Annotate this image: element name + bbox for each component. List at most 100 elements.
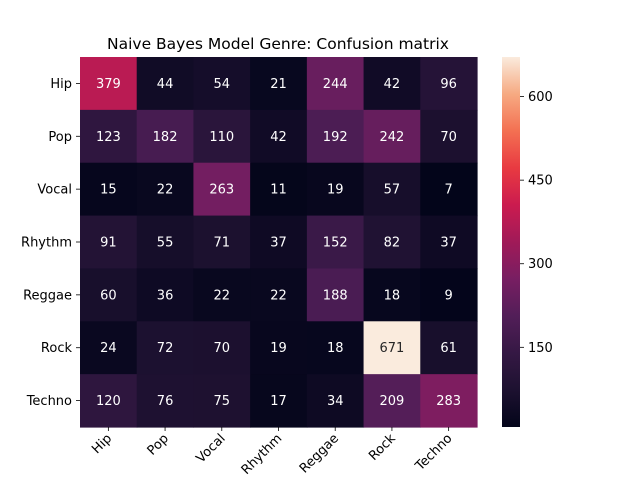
y-tick-label: Reggae — [23, 288, 72, 303]
cell-value: 283 — [436, 394, 461, 409]
colorbar-tick-label: 450 — [528, 174, 553, 189]
heatmap-cell — [193, 321, 251, 375]
cell-value: 57 — [384, 183, 401, 198]
heatmap-cell — [306, 374, 365, 428]
cell-value: 54 — [214, 77, 231, 92]
cell-value: 15 — [100, 183, 117, 198]
heatmap-cell — [80, 57, 138, 111]
cell-value: 42 — [270, 130, 287, 145]
cell-value: 96 — [440, 77, 457, 92]
heatmap-cell — [193, 162, 251, 217]
cell-value: 379 — [96, 77, 121, 92]
cell-value: 19 — [327, 183, 344, 198]
cell-value: 34 — [327, 394, 344, 409]
cell-value: 18 — [384, 288, 401, 303]
heatmap-cell — [193, 215, 251, 270]
heatmap-cell — [136, 321, 195, 375]
cell-value: 244 — [323, 77, 348, 92]
heatmap-cell — [250, 321, 308, 375]
heatmap-cell — [80, 162, 138, 217]
cell-value: 21 — [270, 77, 287, 92]
y-tick-labels: Hip Pop Vocal Rhythm Reggae Rock Techno — [21, 77, 80, 409]
heatmap-cell — [193, 374, 251, 428]
heatmap-cell — [250, 374, 308, 428]
heatmap-cell — [306, 57, 365, 111]
cell-value: 82 — [384, 236, 401, 251]
heatmap-cell — [136, 215, 195, 270]
cell-value: 24 — [100, 341, 117, 356]
heatmap-cell — [420, 321, 478, 375]
heatmap-cell — [363, 162, 421, 217]
heatmap-cell — [80, 109, 138, 164]
cell-value: 242 — [380, 130, 405, 145]
heatmap-cell — [306, 109, 365, 164]
heatmap-cell — [80, 215, 138, 270]
heatmap-cell — [306, 162, 365, 217]
cell-value: 17 — [270, 394, 287, 409]
cell-value: 76 — [157, 394, 174, 409]
heatmap-cell — [306, 268, 365, 322]
heatmap-cell — [363, 57, 421, 111]
colorbar-tick-label: 300 — [528, 257, 553, 272]
cell-value: 75 — [214, 394, 231, 409]
cell-value: 192 — [323, 130, 348, 145]
x-tick-label: Hip — [89, 431, 115, 457]
heatmap-cell — [80, 374, 138, 428]
heatmap-cell — [363, 321, 421, 375]
cell-value: 91 — [100, 236, 117, 251]
colorbar-tick-label: 600 — [528, 90, 553, 105]
heatmap-cell — [420, 57, 478, 111]
heatmap-cell — [250, 162, 308, 217]
heatmap-cell — [306, 215, 365, 270]
heatmap-cell — [136, 268, 195, 322]
x-tick-label: Techno — [412, 431, 455, 474]
x-tick-labels: Hip Pop Vocal Rhythm Reggae Rock Techno — [89, 427, 456, 478]
cell-value: 110 — [209, 130, 234, 145]
cell-value: 70 — [214, 341, 231, 356]
cell-value: 61 — [440, 341, 457, 356]
cell-value: 11 — [270, 183, 287, 198]
heatmap-cell — [250, 57, 308, 111]
heatmap-cell — [420, 268, 478, 322]
cell-value: 44 — [157, 77, 174, 92]
cell-value: 123 — [96, 130, 121, 145]
heatmap-cell — [136, 57, 195, 111]
cell-value: 37 — [270, 236, 287, 251]
cell-value: 671 — [380, 341, 405, 356]
heatmap-cell — [193, 268, 251, 322]
cell-value: 42 — [384, 77, 401, 92]
heatmap-cell — [193, 57, 251, 111]
heatmap-cell — [363, 215, 421, 270]
colorbar-tick-label: 150 — [528, 341, 553, 356]
heatmap-cell — [250, 109, 308, 164]
heatmap-cell — [363, 374, 421, 428]
cell-value: 9 — [445, 288, 453, 303]
cell-value: 152 — [323, 236, 348, 251]
cell-value: 22 — [214, 288, 231, 303]
heatmap-cell — [136, 109, 195, 164]
cell-value: 7 — [445, 183, 453, 198]
heatmap-cell — [136, 374, 195, 428]
cell-value: 72 — [157, 341, 174, 356]
colorbar — [502, 57, 520, 427]
cell-value: 182 — [153, 130, 178, 145]
heatmap-cell — [136, 162, 195, 217]
chart-title: Naive Bayes Model Genre: Confusion matri… — [107, 35, 449, 53]
x-tick-label: Vocal — [194, 431, 229, 466]
cell-value: 71 — [214, 236, 231, 251]
cell-value: 22 — [157, 183, 174, 198]
heatmap-cell — [193, 109, 251, 164]
x-tick-label: Rock — [366, 431, 399, 464]
y-tick-label: Hip — [50, 77, 72, 92]
cell-value: 55 — [157, 236, 174, 251]
colorbar-ticks: 150 300 450 600 — [520, 90, 553, 356]
y-tick-label: Rock — [41, 341, 73, 356]
cell-value: 60 — [100, 288, 117, 303]
cell-value: 18 — [327, 341, 344, 356]
heatmap-cell — [420, 374, 478, 428]
heatmap-cell — [420, 215, 478, 270]
cell-value: 188 — [323, 288, 348, 303]
cell-value: 70 — [440, 130, 457, 145]
